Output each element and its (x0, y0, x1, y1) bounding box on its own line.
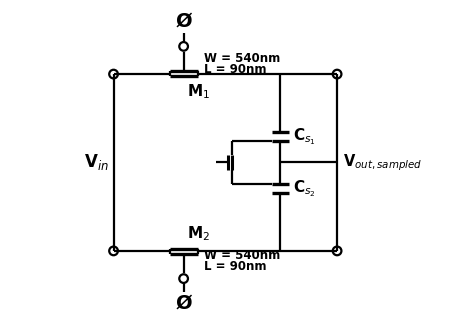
Text: L = 90nm: L = 90nm (204, 260, 267, 273)
Text: C$_{s_2}$: C$_{s_2}$ (293, 178, 316, 199)
Text: M$_2$: M$_2$ (187, 224, 210, 243)
Text: V$_{out,sampled}$: V$_{out,sampled}$ (343, 152, 422, 173)
Text: L = 90nm: L = 90nm (204, 63, 267, 76)
Text: C$_{s_1}$: C$_{s_1}$ (293, 126, 316, 147)
Text: W = 540nm: W = 540nm (204, 249, 281, 262)
Text: M$_1$: M$_1$ (187, 82, 210, 101)
Text: V$_{in}$: V$_{in}$ (84, 152, 109, 173)
Text: Ø: Ø (175, 294, 192, 313)
Text: Ø: Ø (175, 12, 192, 31)
Text: W = 540nm: W = 540nm (204, 52, 281, 65)
